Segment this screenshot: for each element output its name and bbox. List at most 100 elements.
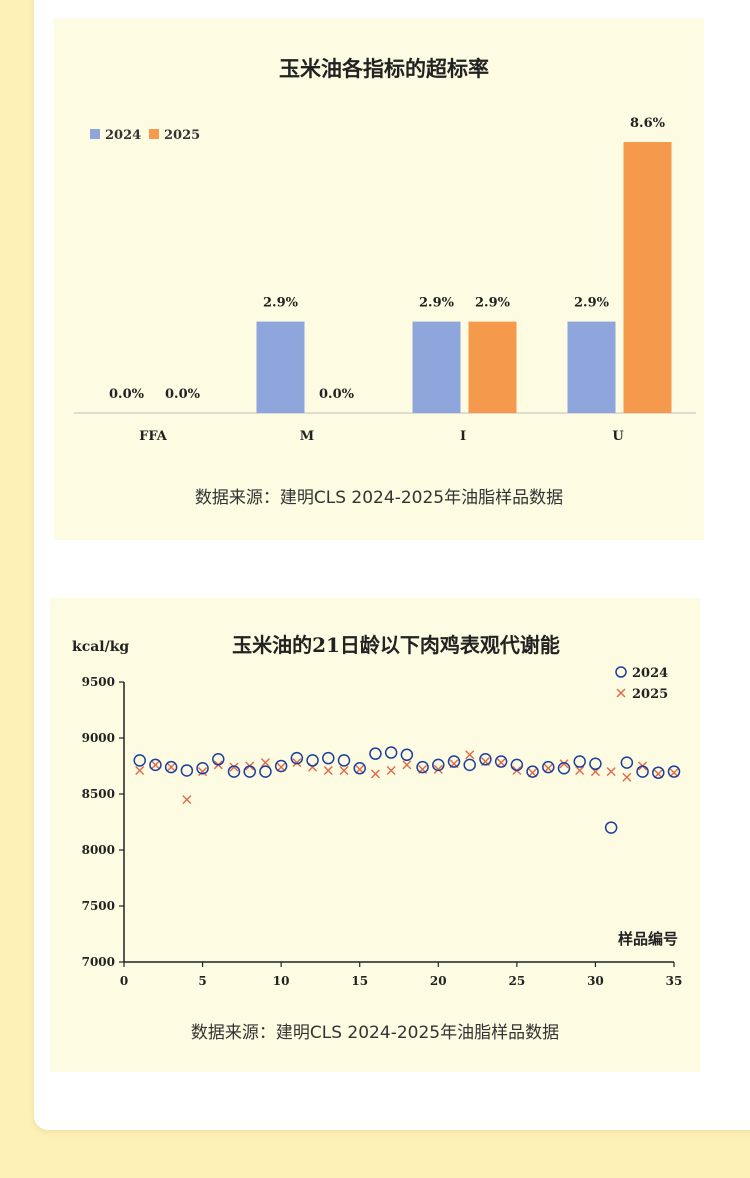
point-2024 — [180, 764, 194, 777]
data-label: 0.0% — [165, 387, 201, 402]
scatter-chart-panel: 玉米油的21日龄以下肉鸡表观代谢能 kcal/kg 样品编号 2024 2025… — [50, 598, 700, 1072]
scatter-chart: 玉米油的21日龄以下肉鸡表观代谢能 kcal/kg 样品编号 2024 2025… — [72, 633, 683, 988]
bar-2024-M — [256, 321, 305, 413]
y-tick-label: 9000 — [82, 731, 115, 745]
point-2025 — [229, 762, 239, 772]
point-2025 — [465, 750, 475, 760]
point-2024 — [322, 751, 335, 765]
point-2025 — [433, 764, 443, 774]
x-tick-label: U — [612, 429, 624, 444]
x-tick-label: 10 — [273, 974, 290, 988]
bar-chart: 玉米油各指标的超标率 2024 2025 FFA 0.0% 0.0% M 2.9% 0.0… — [74, 56, 696, 444]
legend-marker-2024 — [615, 666, 627, 678]
point-2024 — [542, 760, 555, 774]
data-label: 8.6% — [630, 116, 666, 131]
point-2025 — [528, 768, 538, 778]
x-tick-label: FFA — [139, 429, 168, 444]
point-2025 — [496, 758, 506, 768]
point-2025 — [150, 760, 160, 770]
point-2025 — [543, 763, 553, 773]
bar-2024-I — [412, 321, 461, 413]
point-2025 — [166, 762, 176, 772]
y-tick-label: 8000 — [82, 843, 115, 857]
x-tick-label: I — [460, 429, 466, 444]
point-2024 — [384, 746, 398, 759]
point-2024 — [353, 761, 366, 775]
legend-swatch-2024 — [90, 129, 100, 139]
point-2025 — [292, 758, 302, 768]
point-2024 — [164, 760, 178, 774]
point-2025 — [323, 765, 333, 775]
legend-marker-2025 — [616, 688, 626, 698]
point-2025 — [198, 767, 208, 777]
legend-swatch-2025 — [149, 129, 159, 139]
x-tick-label: 20 — [430, 974, 447, 988]
point-2025 — [575, 765, 585, 775]
data-label: 0.0% — [319, 387, 355, 402]
point-2024 — [510, 758, 524, 772]
point-2025 — [276, 762, 286, 772]
point-2024 — [337, 754, 351, 767]
source-note: 数据来源：建明CLS 2024-2025年油脂样品数据 — [190, 1023, 560, 1043]
legend-label-2024: 2024 — [105, 128, 141, 143]
bar-2025-U — [623, 142, 672, 413]
x-tick-label: M — [300, 429, 314, 444]
data-label: 2.9% — [263, 296, 299, 311]
point-2024 — [416, 760, 429, 774]
x-tick-label: 0 — [120, 974, 128, 988]
point-2024 — [604, 821, 618, 834]
point-2024 — [652, 766, 665, 779]
x-tick-label: 5 — [198, 974, 206, 988]
point-2024 — [400, 748, 414, 762]
chart-title: 玉米油各指标的超标率 — [279, 56, 489, 81]
point-2025 — [559, 759, 569, 769]
point-2025 — [370, 769, 380, 779]
point-2024 — [667, 765, 681, 778]
bar-2024-U — [567, 321, 616, 413]
point-2024 — [243, 765, 256, 778]
x-tick-label: 15 — [351, 974, 368, 988]
y-tick-label: 9500 — [82, 675, 115, 689]
point-2025 — [339, 765, 349, 775]
legend-label-2025: 2025 — [632, 687, 668, 702]
bar-2025-I — [468, 321, 517, 413]
point-2024 — [463, 758, 476, 772]
point-2024 — [432, 758, 445, 772]
data-label: 2.9% — [475, 296, 511, 311]
x-tick-label: 30 — [587, 974, 604, 988]
y-tick-label: 7000 — [82, 955, 115, 969]
legend-label-2025: 2025 — [164, 128, 200, 143]
point-2025 — [260, 758, 270, 768]
point-2025 — [669, 768, 679, 778]
point-2025 — [182, 795, 192, 805]
point-2024 — [196, 761, 209, 775]
point-2024 — [290, 751, 304, 765]
bar-chart-panel: 玉米油各指标的超标率 2024 2025 FFA 0.0% 0.0% M 2.9% 0.0… — [54, 18, 704, 540]
point-2025 — [135, 765, 145, 775]
x-tick-label: 35 — [666, 974, 683, 988]
point-2024 — [149, 758, 162, 772]
point-2025 — [606, 767, 616, 777]
point-2025 — [386, 765, 396, 775]
point-2024 — [589, 757, 602, 771]
point-2024 — [494, 755, 508, 768]
point-2025 — [402, 760, 412, 770]
point-2024 — [620, 756, 634, 769]
point-2024 — [526, 765, 539, 778]
point-2024 — [227, 765, 241, 778]
point-2024 — [133, 754, 146, 767]
y-tick-label: 8500 — [82, 787, 115, 801]
point-2024 — [557, 761, 571, 775]
point-2024 — [479, 753, 492, 766]
point-2024 — [573, 755, 586, 768]
data-label: 2.9% — [419, 296, 455, 311]
source-note: 数据来源：建明CLS 2024-2025年油脂样品数据 — [194, 488, 564, 508]
point-2024 — [306, 754, 319, 767]
point-2024 — [447, 755, 461, 768]
point-2024 — [636, 765, 649, 778]
y-tick-label: 7500 — [82, 899, 115, 913]
point-2024 — [274, 759, 288, 773]
data-label: 2.9% — [574, 296, 610, 311]
point-2024 — [259, 765, 272, 778]
legend-label-2024: 2024 — [632, 666, 668, 681]
